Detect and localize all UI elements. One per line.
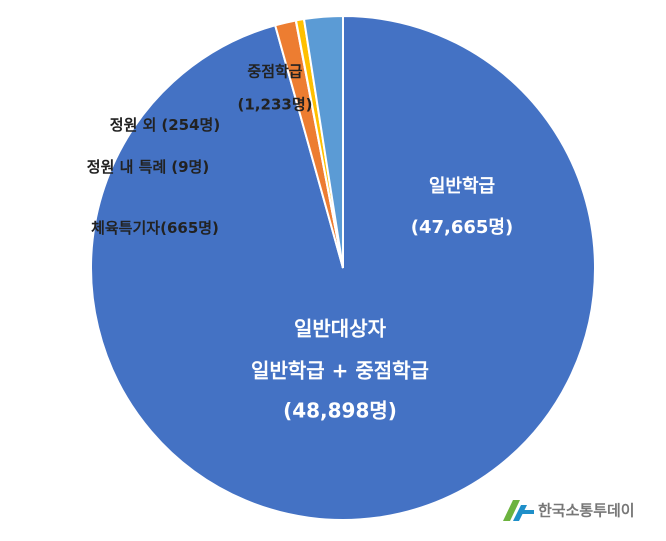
slice-label: 체육특기자(665명) [91,219,219,237]
value-label: (1,233명) [238,96,313,114]
annotation: 일반학급 + 중점학급 [251,359,429,383]
category-label: 중점학급 [247,63,302,81]
value-label: (665명) [160,219,219,237]
slice-label-text: 체육특기자(665명) [91,219,219,237]
slice-label: 정원 내 특례 (9명) [87,158,209,176]
value-label: (9명) [171,158,209,176]
value-label: (47,665명) [411,217,513,238]
slice-label: 정원 외 (254명) [110,116,220,134]
annotation: 일반대상자 [294,317,387,341]
slice-label: 중점학급 (1,233명) [238,63,313,114]
slice-label: 일반학급 (47,665명) [411,175,513,238]
annotation: (48,898명) [283,399,397,423]
watermark: 한국소통투데이 [538,502,635,520]
category-label: 정원 내 특례 [87,158,166,176]
category-label: 체육특기자 [91,219,160,237]
watermark-logo [503,500,534,521]
slice-label-text: 정원 외 (254명) [110,116,220,134]
category-label: 정원 외 [110,116,157,134]
slice-label-text: 정원 내 특례 (9명) [87,158,209,176]
value-label: (254명) [161,116,220,134]
category-label: 일반학급 [429,175,495,197]
pie-slice [302,14,344,269]
